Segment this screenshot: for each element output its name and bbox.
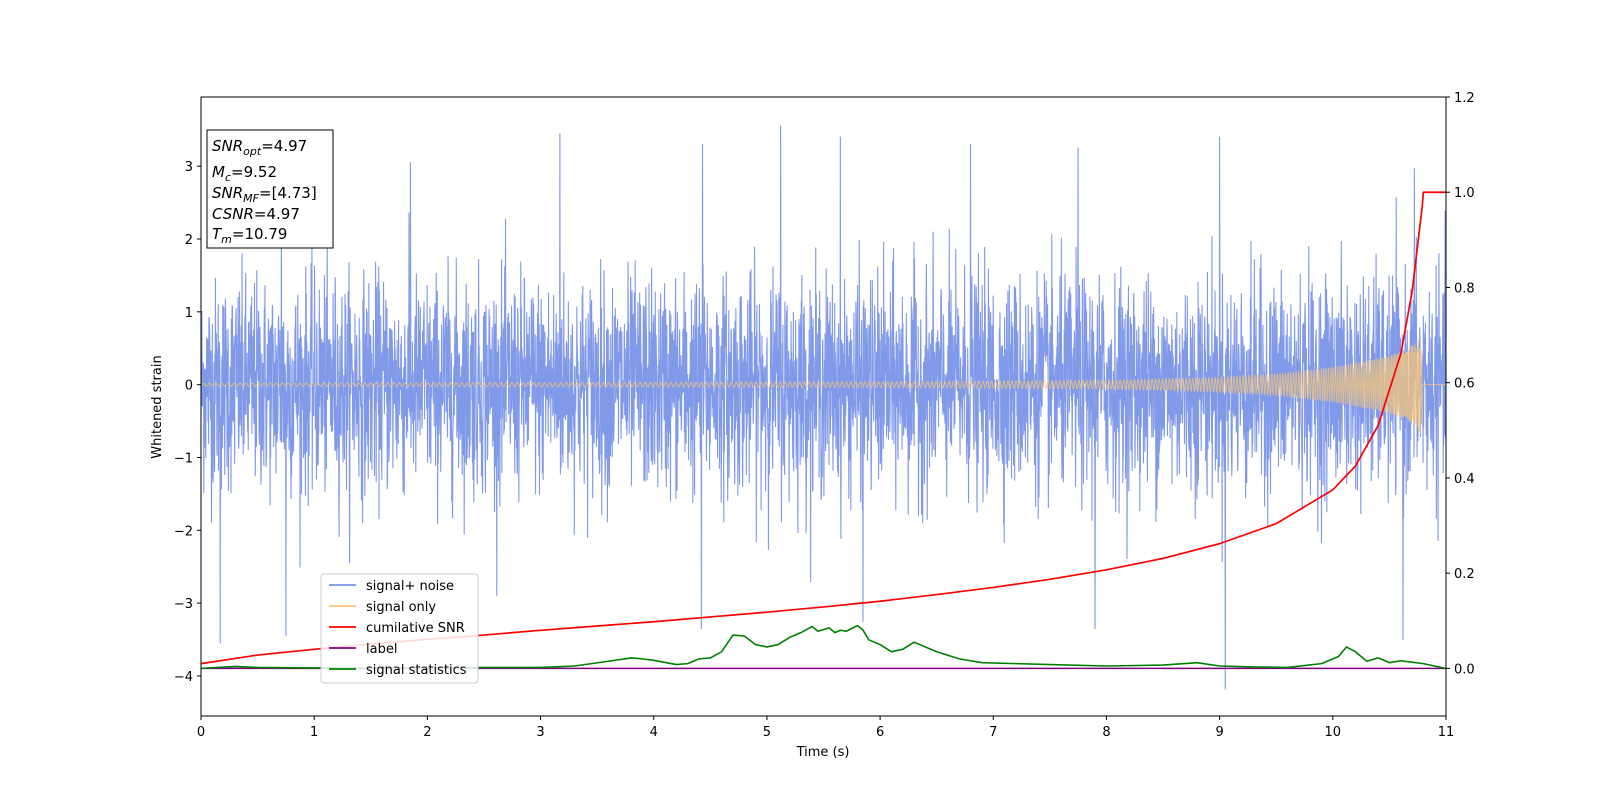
legend: signal+ noise signal only cumilative SNR la… bbox=[320, 573, 479, 684]
series-signal-noise bbox=[201, 125, 1446, 690]
series-signal-only bbox=[201, 338, 1446, 434]
y-right-tick-label: 1.0 bbox=[1454, 186, 1475, 201]
info-box: SNRopt=4.97 Mc=9.52 SNRMF=[4.73] CSNR=4.… bbox=[206, 129, 334, 249]
y-axis-right: 0.0 0.2 0.4 0.6 0.8 1.0 1.2 bbox=[1446, 91, 1475, 677]
y-right-tick-label: 1.2 bbox=[1454, 91, 1475, 106]
info-mc: Mc=9.52 bbox=[212, 163, 277, 184]
info-snr-opt: SNRopt=4.97 bbox=[212, 137, 307, 158]
y-right-tick-label: 0.2 bbox=[1454, 567, 1475, 582]
y-axis-label: Whitened strain bbox=[150, 355, 165, 458]
y-right-tick-label: 0.8 bbox=[1454, 281, 1475, 296]
y-left-tick-label: 0 bbox=[185, 379, 193, 394]
y-right-tick-label: 0.6 bbox=[1454, 377, 1475, 392]
info-tm: Tm=10.79 bbox=[212, 225, 287, 246]
y-right-tick-label: 0.4 bbox=[1454, 472, 1475, 487]
y-left-tick-label: −2 bbox=[174, 524, 193, 539]
y-left-tick-label: 1 bbox=[185, 306, 193, 321]
series-signal-statistics bbox=[201, 624, 1446, 670]
x-tick-label: 10 bbox=[1325, 725, 1342, 740]
info-csnr: CSNR=4.97 bbox=[212, 205, 300, 223]
plot-frame bbox=[200, 96, 1447, 717]
x-tick-label: 0 bbox=[197, 725, 205, 740]
x-tick-label: 9 bbox=[1215, 725, 1223, 740]
x-tick-label: 4 bbox=[650, 725, 658, 740]
y-axis-left: −4 −3 −2 −1 0 1 2 3 bbox=[174, 160, 201, 685]
info-snr-mf: SNRMF=[4.73] bbox=[212, 184, 317, 205]
x-tick-label: 5 bbox=[763, 725, 771, 740]
x-tick-label: 2 bbox=[423, 725, 431, 740]
legend-label: label bbox=[366, 642, 397, 657]
y-left-tick-label: −4 bbox=[174, 670, 193, 685]
legend-label: signal+ noise bbox=[366, 579, 454, 594]
x-axis: 0 1 2 3 4 5 6 7 8 9 10 11 bbox=[197, 716, 1454, 740]
y-right-tick-label: 0.0 bbox=[1454, 662, 1475, 677]
x-tick-label: 1 bbox=[310, 725, 318, 740]
legend-label: signal only bbox=[366, 600, 436, 615]
x-tick-label: 7 bbox=[989, 725, 997, 740]
x-axis-label: Time (s) bbox=[796, 745, 850, 760]
x-tick-label: 11 bbox=[1438, 725, 1455, 740]
x-tick-label: 3 bbox=[536, 725, 544, 740]
legend-entries: signal+ noise signal only cumilative SNR la… bbox=[329, 579, 467, 678]
legend-label: cumilative SNR bbox=[366, 621, 465, 636]
y-left-tick-label: 2 bbox=[185, 233, 193, 248]
x-tick-label: 6 bbox=[876, 725, 884, 740]
y-left-tick-label: −3 bbox=[174, 597, 193, 612]
y-left-tick-label: 3 bbox=[185, 160, 193, 175]
x-tick-label: 8 bbox=[1102, 725, 1110, 740]
legend-frame bbox=[320, 573, 479, 684]
info-box-frame bbox=[206, 129, 334, 249]
y-left-tick-label: −1 bbox=[174, 451, 193, 466]
legend-label: signal statistics bbox=[366, 663, 467, 678]
